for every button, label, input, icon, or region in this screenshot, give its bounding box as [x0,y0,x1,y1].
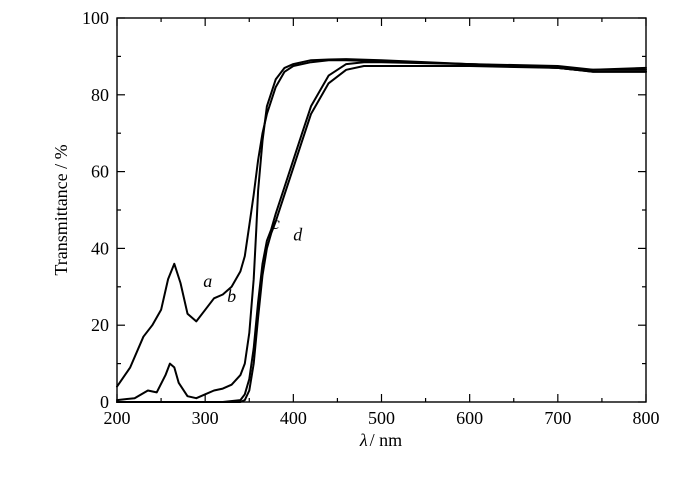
series-label-a: a [203,271,212,291]
x-tick-label: 700 [544,408,571,428]
x-tick-label: 500 [368,408,395,428]
y-tick-label: 40 [91,238,109,258]
x-tick-label: 800 [633,408,660,428]
x-axis-symbol: λ [359,430,368,450]
y-tick-label: 80 [91,85,109,105]
x-axis-title: λ / nm [359,430,402,450]
y-tick-label: 0 [100,392,109,412]
x-axis-unit: / nm [370,430,403,450]
ticks-group: 200 300 400 500 600 700 800 0 20 40 60 80 100 [82,8,660,428]
series-label-d: d [293,225,303,245]
y-tick-label: 60 [91,162,109,182]
series-line-a [116,59,647,388]
series-line-b [116,58,647,402]
series-label-c: c [272,213,280,233]
plot-frame [116,17,647,403]
series-line-c [116,61,647,403]
series-label-b: b [227,286,236,306]
x-tick-label: 400 [280,408,307,428]
series-group [116,58,647,403]
y-axis-title: Transmittance / % [51,144,71,275]
series-line-d [116,65,647,403]
y-tick-label: 20 [91,315,109,335]
x-tick-label: 300 [192,408,219,428]
x-tick-label: 200 [104,408,131,428]
y-tick-label: 100 [82,8,109,28]
series-labels-group: ab cd [203,213,303,306]
plot-area [116,17,647,403]
x-tick-label: 600 [456,408,483,428]
